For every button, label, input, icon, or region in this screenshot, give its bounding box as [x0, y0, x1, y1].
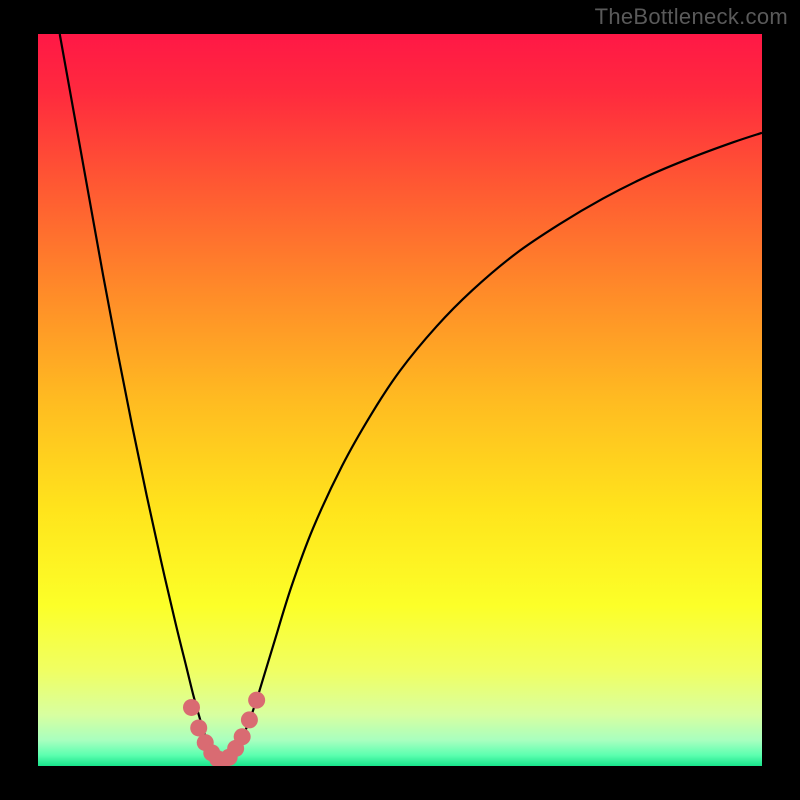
marker-dot [183, 699, 200, 716]
plot-svg [0, 0, 800, 800]
plot-background [38, 34, 762, 766]
attribution-label: TheBottleneck.com [595, 4, 788, 30]
marker-dot [234, 728, 251, 745]
chart-container: TheBottleneck.com [0, 0, 800, 800]
marker-dot [190, 719, 207, 736]
marker-dot [248, 692, 265, 709]
marker-dot [241, 711, 258, 728]
